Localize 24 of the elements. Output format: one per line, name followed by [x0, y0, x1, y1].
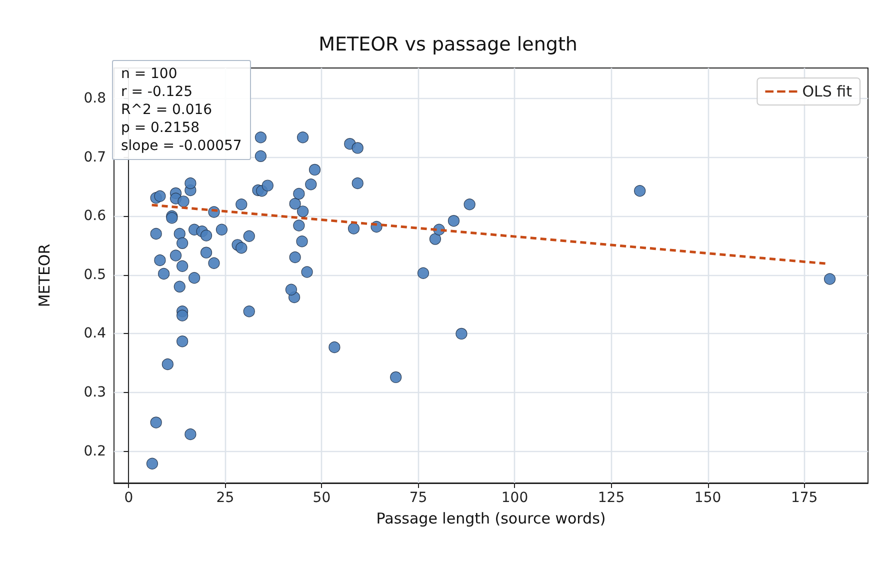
y-tick-label: 0.7	[84, 149, 106, 166]
chart-title: METEOR vs passage length	[318, 34, 578, 56]
x-tick-label: 100	[501, 490, 528, 506]
y-axis-title: METEOR	[36, 244, 54, 308]
x-tick-label: 150	[694, 490, 722, 506]
x-tick-label: 25	[216, 490, 234, 506]
annotation: n = 100	[121, 65, 178, 83]
y-tick-label: 0.2	[84, 443, 106, 460]
x-tick-label: 50	[312, 490, 331, 506]
x-tick-label: 75	[409, 490, 428, 506]
annotation: slope = -0.00057	[121, 137, 242, 155]
annotation: r = -0.125	[121, 83, 194, 101]
x-tick-label: 125	[598, 490, 625, 506]
legend-label: OLS fit	[802, 82, 852, 100]
annotation: R^2 = 0.016	[121, 101, 214, 119]
y-tick-label: 0.6	[84, 208, 106, 224]
x-axis-title: Passage length (source words)	[376, 510, 606, 528]
y-tick-label: 0.3	[84, 384, 106, 400]
y-tick-label: 0.5	[84, 266, 106, 283]
y-tick-label: 0.4	[84, 326, 106, 342]
x-tick-label: 175	[790, 490, 818, 506]
annotation: p = 0.2158	[121, 119, 201, 137]
x-tick-label: 0	[124, 490, 134, 506]
y-tick-label: 0.8	[84, 90, 106, 107]
